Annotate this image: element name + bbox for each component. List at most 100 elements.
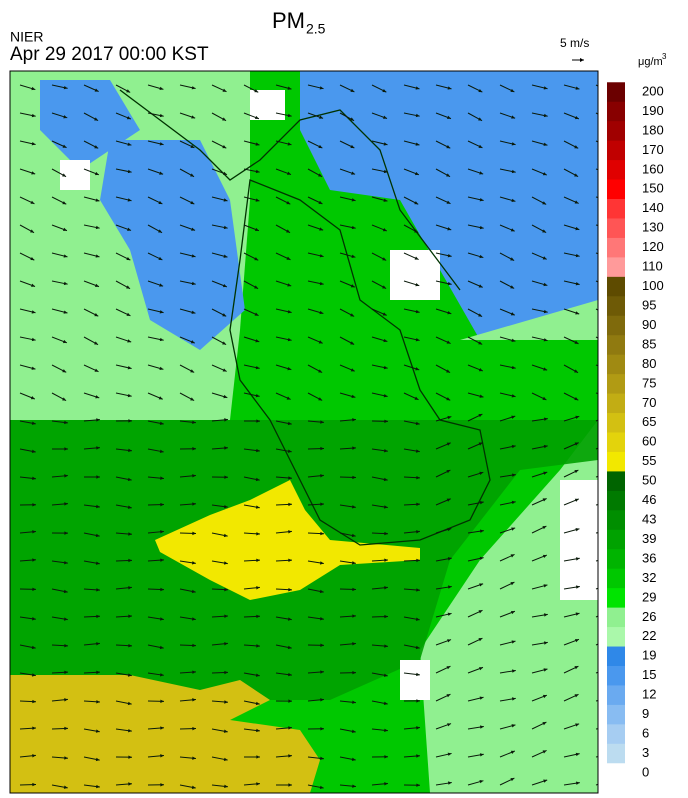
- wind-arrowhead: [30, 200, 35, 204]
- wind-arrowhead: [64, 502, 68, 506]
- coastline: [229, 179, 491, 546]
- wind-arrowhead: [31, 171, 36, 175]
- wind-arrowhead: [384, 531, 388, 536]
- wind-arrowhead: [95, 757, 100, 762]
- wind-arrowhead: [384, 449, 388, 453]
- wind-arrowhead: [543, 613, 548, 617]
- wind-arrowhead: [511, 338, 516, 342]
- colorbar-cell: [607, 588, 625, 609]
- wind-arrowhead: [542, 694, 547, 699]
- wind-arrowhead: [287, 421, 292, 426]
- timestamp: Apr 29 2017 00:00 KST: [10, 44, 209, 65]
- wind-arrowhead: [479, 225, 484, 230]
- wind-arrowhead: [254, 285, 259, 289]
- wind-arrowhead: [32, 476, 36, 481]
- wind-arrowhead: [478, 313, 483, 317]
- wind-arrowhead: [192, 670, 196, 674]
- wind-arrowhead: [415, 337, 420, 342]
- wind-arrowhead: [447, 612, 452, 616]
- wind-arrowhead: [127, 198, 132, 202]
- wind-arrowhead: [384, 728, 388, 732]
- colorbar-label: 75: [642, 375, 656, 390]
- wind-arrowhead: [446, 200, 451, 204]
- wind-arrowhead: [511, 394, 516, 398]
- wind-arrowhead: [478, 88, 483, 93]
- wind-arrowhead: [383, 142, 388, 146]
- wind-arrowhead: [222, 145, 227, 149]
- wind-arrowhead: [192, 561, 196, 565]
- colorbar-cell: [607, 646, 625, 667]
- wind-arrowhead: [223, 757, 228, 762]
- wind-arrowhead: [159, 645, 164, 650]
- wind-arrowhead: [351, 198, 356, 202]
- colorbar-label: 46: [642, 492, 656, 507]
- wind-arrowhead: [256, 728, 260, 733]
- wind-arrowhead: [384, 755, 388, 759]
- wind-arrowhead: [478, 638, 483, 642]
- wind-arrowhead: [127, 393, 132, 398]
- wind-arrowhead: [94, 341, 99, 345]
- wind-arrowhead: [542, 172, 547, 176]
- wind-arrowhead: [320, 474, 324, 478]
- colorbar-label: 190: [642, 103, 664, 118]
- wind-arrowhead: [415, 86, 420, 90]
- wind-arrowhead: [510, 88, 515, 92]
- wind-arrowhead: [511, 473, 516, 477]
- wind-arrowhead: [575, 253, 580, 258]
- wind-arrowhead: [222, 283, 227, 288]
- wind-arrowhead: [416, 672, 420, 677]
- wind-arrowhead: [478, 144, 483, 148]
- wind-arrowhead: [128, 586, 132, 590]
- colorbar-cell: [607, 451, 625, 472]
- wind-arrowhead: [223, 198, 228, 202]
- wind-arrowhead: [160, 699, 164, 704]
- wind-arrowhead: [447, 281, 452, 286]
- wind-arrowhead: [64, 643, 68, 648]
- colorbar-label: 200: [642, 83, 664, 98]
- wind-arrowhead: [511, 365, 516, 370]
- wind-arrowhead: [414, 396, 419, 400]
- wind-arrowhead: [191, 310, 196, 314]
- wind-arrowhead: [127, 477, 132, 482]
- agency: NIER: [10, 29, 43, 45]
- wind-arrowhead: [191, 785, 196, 789]
- wind-arrowhead: [352, 671, 356, 675]
- wind-arrowhead: [542, 256, 547, 260]
- wind-arrowhead: [190, 173, 195, 177]
- wind-arrowhead: [320, 698, 324, 702]
- colorbar-cell: [607, 665, 625, 686]
- wind-arrowhead: [479, 529, 484, 533]
- wind-arrowhead: [288, 476, 292, 480]
- wind-arrowhead: [350, 284, 355, 288]
- wind-arrowhead: [320, 420, 324, 424]
- colorbar-cell: [607, 315, 625, 336]
- colorbar-label: 36: [642, 550, 656, 565]
- wind-arrowhead: [158, 396, 163, 400]
- colorbar-cell: [607, 685, 625, 706]
- wind-arrowhead: [319, 281, 324, 286]
- colorbar-label: 130: [642, 220, 664, 235]
- wind-arrowhead: [320, 617, 324, 621]
- wind-arrowhead: [350, 341, 355, 345]
- colorbar: 2001901801701601501401301201101009590858…: [607, 82, 664, 784]
- wind-arrowhead: [542, 526, 547, 530]
- wind-arrowhead: [383, 701, 388, 706]
- wind-arrowhead: [574, 145, 579, 149]
- wind-arrowhead: [32, 754, 36, 758]
- colorbar-cell: [607, 101, 625, 122]
- colorbar-label: 15: [642, 667, 656, 682]
- wind-arrowhead: [30, 256, 35, 261]
- colorbar-cell: [607, 257, 625, 278]
- wind-arrowhead: [479, 501, 484, 505]
- wind-arrowhead: [319, 589, 324, 594]
- wind-arrowhead: [63, 254, 68, 258]
- colorbar-cell: [607, 218, 625, 239]
- wind-arrowhead: [575, 585, 580, 589]
- wind-arrowhead: [352, 784, 356, 788]
- wind-arrowhead: [254, 257, 259, 261]
- wind-arrowhead: [127, 673, 132, 677]
- wind-arrowhead: [574, 498, 579, 502]
- wind-arrowhead: [384, 419, 388, 423]
- wind-arrowhead: [382, 228, 387, 232]
- wind-arrowhead: [447, 585, 452, 589]
